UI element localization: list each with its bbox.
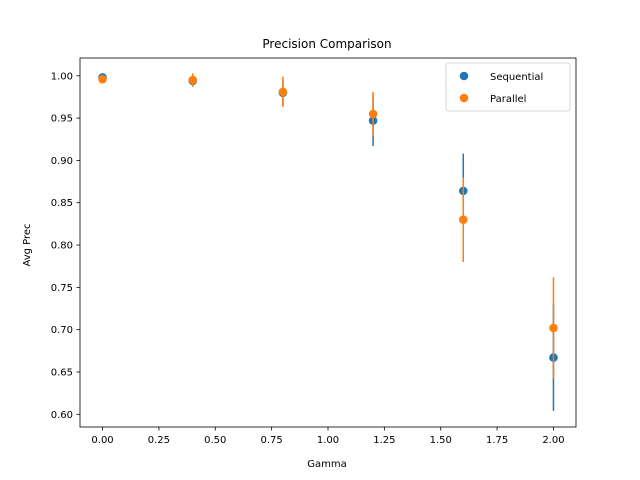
y-tick-label: 0.90 [51, 156, 73, 167]
legend-marker [459, 93, 469, 103]
y-axis-label: Avg Prec [22, 223, 33, 266]
data-point [458, 215, 468, 224]
plot-frame [79, 57, 577, 428]
legend-label: Parallel [490, 94, 526, 105]
x-tick-label: 1.25 [373, 435, 395, 446]
data-point [278, 87, 288, 97]
x-tick-label: 1.50 [430, 435, 452, 446]
legend-marker [459, 71, 469, 81]
series-parallel [98, 73, 558, 379]
x-axis-label: Gamma [307, 459, 347, 470]
x-tick-label: 0.00 [91, 435, 113, 446]
plot-area [79, 57, 577, 428]
chart-title: Precision Comparison [262, 37, 391, 51]
y-tick-label: 0.80 [51, 241, 73, 252]
series-sequential [98, 73, 558, 411]
y-tick-label: 0.60 [51, 410, 73, 421]
y-tick-label: 1.00 [51, 71, 73, 82]
x-tick-label: 0.25 [148, 435, 170, 446]
series-layer [98, 73, 558, 411]
y-axis-ticks: 0.60 0.65 0.70 0.75 0.80 0.85 0.90 0.95 1.00 [51, 71, 80, 421]
data-point [188, 75, 198, 85]
legend: Sequential Parallel [445, 62, 571, 112]
x-axis-ticks: 0.00 0.25 0.50 0.75 1.00 1.25 1.50 1.75 2.00 [91, 427, 565, 446]
x-tick-label: 1.75 [486, 435, 508, 446]
legend-label: Sequential [490, 72, 543, 83]
legend-box [445, 62, 571, 112]
y-tick-label: 0.85 [51, 198, 73, 209]
y-tick-label: 0.65 [51, 367, 73, 378]
x-tick-label: 1.00 [317, 435, 339, 446]
x-tick-label: 2.00 [542, 435, 564, 446]
x-tick-label: 0.50 [204, 435, 226, 446]
x-tick-label: 0.75 [261, 435, 283, 446]
data-point [368, 109, 378, 119]
y-tick-label: 0.95 [51, 114, 73, 125]
y-tick-label: 0.70 [51, 325, 73, 336]
data-point [549, 323, 558, 333]
y-tick-label: 0.75 [51, 283, 73, 294]
data-point [98, 74, 107, 84]
